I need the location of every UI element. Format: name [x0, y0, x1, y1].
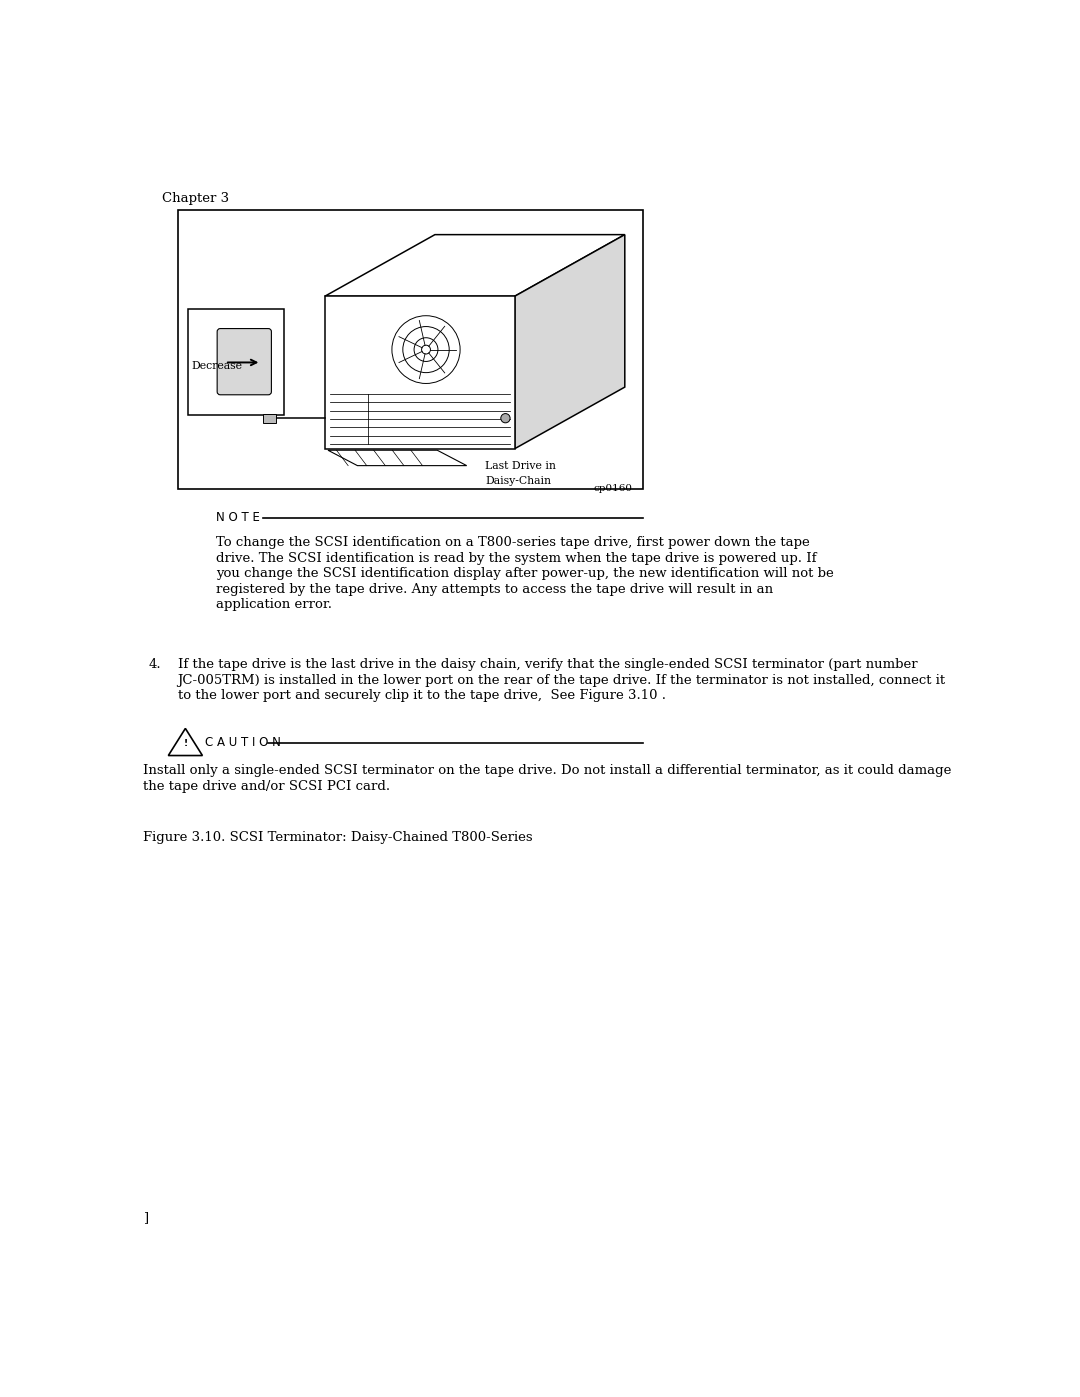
Text: Figure 3.10. SCSI Terminator: Daisy-Chained T800-Series: Figure 3.10. SCSI Terminator: Daisy-Chai…: [143, 831, 532, 844]
Polygon shape: [325, 235, 625, 296]
Text: C A U T I O N: C A U T I O N: [205, 736, 281, 749]
Text: cp0160: cp0160: [594, 485, 633, 493]
Text: you change the SCSI identification display after power-up, the new identificatio: you change the SCSI identification displ…: [216, 567, 834, 580]
Text: N O T E: N O T E: [216, 511, 260, 524]
Text: Install only a single-ended SCSI terminator on the tape drive. Do not install a : Install only a single-ended SCSI termina…: [143, 764, 951, 777]
Text: to the lower port and securely clip it to the tape drive,  See Figure 3.10 .: to the lower port and securely clip it t…: [177, 689, 665, 701]
Text: drive. The SCSI identification is read by the system when the tape drive is powe: drive. The SCSI identification is read b…: [216, 552, 816, 564]
Bar: [177, 210, 643, 489]
Text: To change the SCSI identification on a T800-series tape drive, first power down : To change the SCSI identification on a T…: [216, 536, 810, 549]
Text: 4.: 4.: [149, 658, 162, 671]
Text: Decrease: Decrease: [191, 360, 243, 370]
Polygon shape: [515, 235, 625, 448]
Circle shape: [501, 414, 510, 423]
FancyBboxPatch shape: [217, 328, 271, 395]
Text: ]: ]: [143, 1211, 148, 1224]
Polygon shape: [188, 309, 284, 415]
Text: Last Drive in: Last Drive in: [485, 461, 556, 471]
Text: Chapter 3: Chapter 3: [162, 193, 229, 205]
Text: registered by the tape drive. Any attempts to access the tape drive will result : registered by the tape drive. Any attemp…: [216, 583, 773, 595]
Text: Daisy-Chain: Daisy-Chain: [485, 476, 551, 486]
Polygon shape: [325, 296, 515, 448]
Bar: [262, 414, 276, 423]
Text: application error.: application error.: [216, 598, 333, 610]
Polygon shape: [168, 728, 202, 756]
Text: !: !: [184, 739, 188, 749]
Text: the tape drive and/or SCSI PCI card.: the tape drive and/or SCSI PCI card.: [143, 780, 390, 792]
Text: If the tape drive is the last drive in the daisy chain, verify that the single-e: If the tape drive is the last drive in t…: [177, 658, 917, 671]
Polygon shape: [328, 450, 467, 465]
Text: JC-005TRM) is installed in the lower port on the rear of the tape drive. If the : JC-005TRM) is installed in the lower por…: [177, 673, 946, 686]
